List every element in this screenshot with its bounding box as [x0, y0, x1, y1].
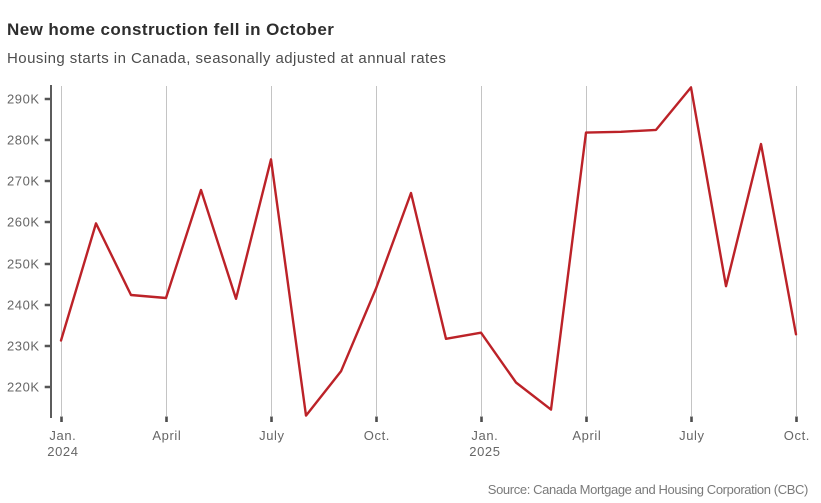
svg-text:280K: 280K — [7, 133, 40, 148]
svg-text:230K: 230K — [7, 339, 40, 354]
svg-text:April: April — [152, 428, 181, 443]
svg-text:Jan.: Jan. — [49, 428, 76, 443]
svg-text:Oct.: Oct. — [784, 428, 810, 443]
svg-text:270K: 270K — [7, 174, 40, 189]
svg-text:Source: Canada Mortgage and Ho: Source: Canada Mortgage and Housing Corp… — [488, 482, 808, 497]
svg-text:240K: 240K — [7, 298, 40, 313]
svg-text:April: April — [572, 428, 601, 443]
svg-text:July: July — [679, 428, 705, 443]
svg-text:260K: 260K — [7, 215, 40, 230]
svg-text:220K: 220K — [7, 380, 40, 395]
svg-text:290K: 290K — [7, 92, 40, 107]
svg-text:2025: 2025 — [469, 444, 500, 459]
svg-text:Jan.: Jan. — [471, 428, 498, 443]
svg-text:250K: 250K — [7, 257, 40, 272]
svg-text:2024: 2024 — [47, 444, 78, 459]
svg-text:July: July — [259, 428, 285, 443]
svg-text:Oct.: Oct. — [364, 428, 390, 443]
